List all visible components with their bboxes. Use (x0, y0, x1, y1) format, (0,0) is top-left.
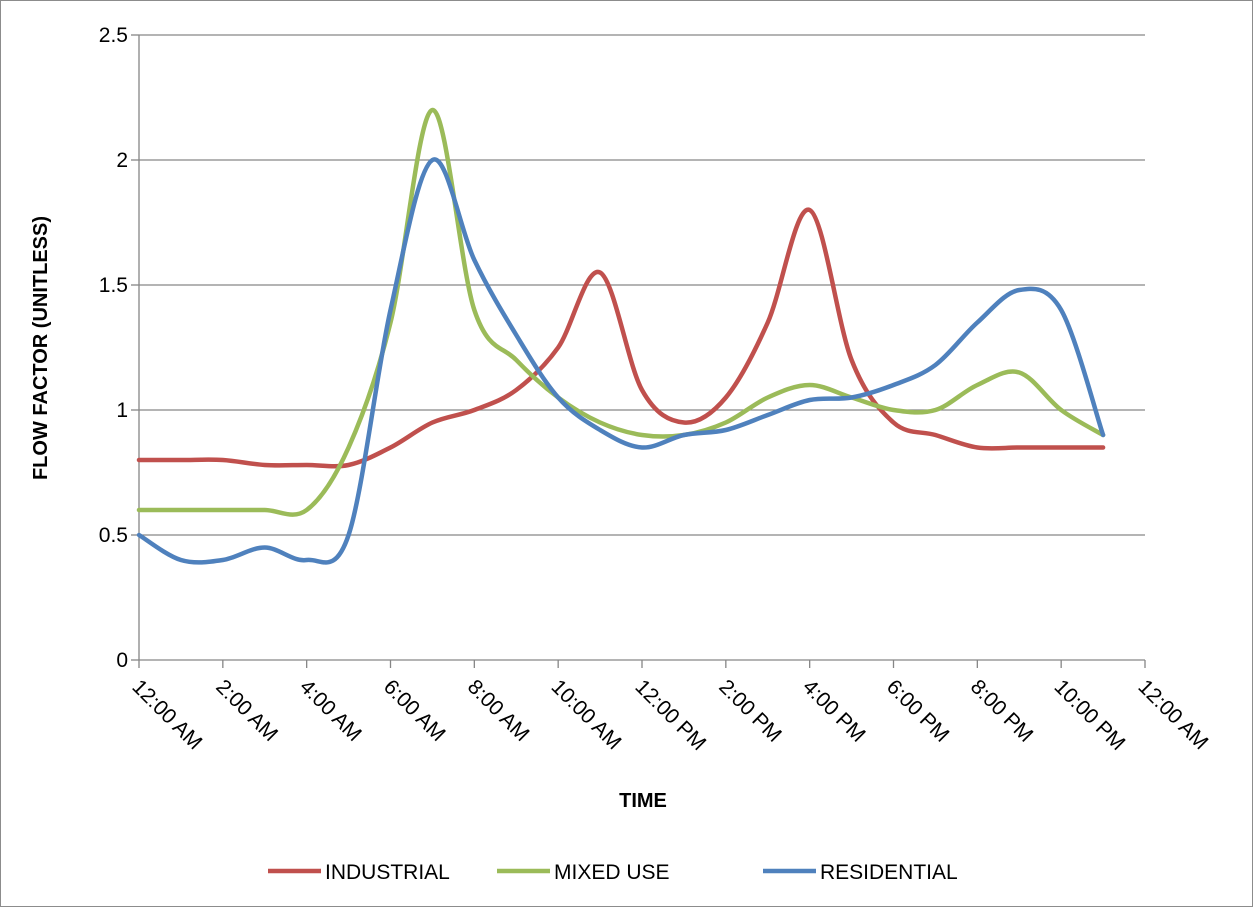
axes (138, 35, 1145, 661)
x-axis-ticks: 12:00 AM 2:00 AM 4:00 AM 6:00 AM 8:00 AM 10:0… (127, 660, 1212, 755)
x-tick-label: 8:00 AM (463, 675, 534, 746)
gridlines (139, 34, 1145, 536)
series-line-mixed-use (136, 107, 1106, 517)
x-tick-label: 4:00 AM (295, 675, 366, 746)
series-line-residential (136, 157, 1106, 565)
x-tick-label: 10:00 PM (1050, 675, 1130, 755)
x-tick-label: 6:00 AM (379, 675, 450, 746)
x-tick-label: 4:00 PM (798, 675, 870, 747)
y-tick-label: 0.5 (99, 524, 128, 547)
series-line-industrial (136, 207, 1106, 469)
y-axis-ticks: 0 0.5 1 1.5 2 2.5 (99, 24, 139, 672)
y-tick-label: 1.5 (99, 274, 128, 297)
y-tick-label: 2 (116, 149, 128, 172)
legend-label-industrial: INDUSTRIAL (325, 861, 450, 884)
y-tick-label: 1 (116, 399, 128, 422)
x-tick-label: 10:00 AM (547, 675, 626, 754)
y-axis-title: FLOW FACTOR (UNITLESS) (30, 216, 52, 480)
series-lines (136, 107, 1106, 565)
y-tick-label: 0 (116, 649, 128, 672)
x-tick-label: 2:00 AM (211, 675, 282, 746)
x-tick-label: 8:00 PM (966, 675, 1038, 747)
x-tick-label: 2:00 PM (714, 675, 786, 747)
x-axis-title: TIME (619, 790, 667, 812)
y-tick-label: 2.5 (99, 24, 128, 47)
x-tick-label: 6:00 PM (882, 675, 954, 747)
legend-label-residential: RESIDENTIAL (820, 861, 958, 884)
x-tick-label: 12:00 PM (630, 675, 710, 755)
legend-label-mixed-use: MIXED USE (554, 861, 670, 884)
x-tick-label: 12:00 AM (127, 675, 206, 754)
x-tick-label: 12:00 AM (1133, 675, 1212, 754)
legend: INDUSTRIAL MIXED USE RESIDENTIAL (268, 861, 958, 884)
